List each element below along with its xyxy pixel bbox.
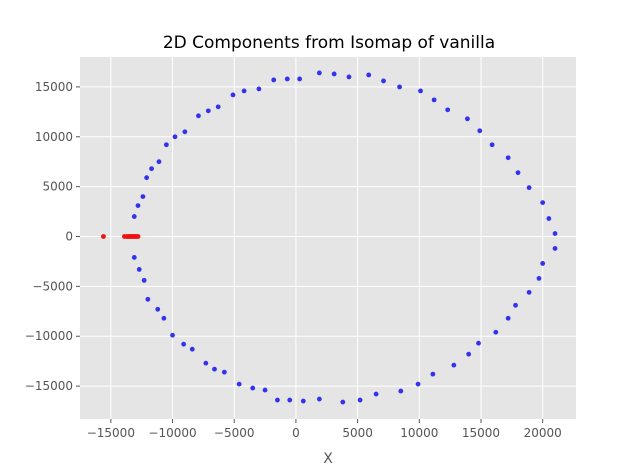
blue-data-point	[465, 116, 470, 122]
x-tick-label: 15000	[462, 426, 500, 440]
blue-data-point	[141, 277, 147, 283]
plot-area	[80, 57, 576, 419]
grid	[80, 57, 576, 419]
y-tick-label: −15000	[25, 379, 73, 393]
blue-data-point	[445, 107, 451, 113]
blue-data-point	[140, 194, 146, 200]
blue-data-point	[451, 362, 457, 368]
x-tick-label: 20000	[524, 426, 562, 440]
y-tick-label: 10000	[35, 130, 73, 144]
blue-data-point	[505, 315, 511, 321]
blue-data-point	[373, 391, 379, 397]
blue-data-point	[131, 214, 137, 219]
blue-data-point	[398, 388, 404, 394]
blue-data-point	[526, 289, 532, 295]
blue-data-point	[131, 255, 137, 260]
y-tick-label: −5000	[32, 279, 73, 293]
blue-data-point	[552, 246, 558, 251]
blue-data-point	[135, 203, 141, 208]
blue-data-point	[262, 387, 268, 393]
blue-data-point	[316, 70, 322, 76]
blue-data-point	[136, 267, 142, 272]
blue-data-point	[366, 72, 372, 78]
blue-data-point	[540, 200, 546, 205]
blue-data-point	[287, 397, 293, 403]
chart-title: 2D Components from Isomap of vanilla	[163, 33, 495, 53]
blue-data-point	[431, 97, 437, 103]
blue-data-point	[149, 166, 154, 172]
tick-labels: −15000 −10000 −5000 0 5000 10000 15000 20000 −15…	[25, 80, 562, 440]
y-tick-label: 0	[65, 230, 73, 244]
x-tick-label: 5000	[342, 426, 373, 440]
x-tick-label: 0	[292, 426, 300, 440]
blue-data-point	[155, 306, 161, 312]
x-axis-label: X	[323, 451, 333, 467]
blue-data-point	[489, 142, 495, 148]
blue-data-point	[430, 371, 436, 377]
blue-data-point	[181, 341, 187, 347]
blue-data-point	[540, 261, 546, 266]
x-tick-label: −5000	[214, 426, 255, 440]
blue-data-point	[163, 142, 169, 148]
blue-data-point	[466, 351, 472, 357]
blue-data-point	[415, 381, 421, 387]
red-data-point	[135, 234, 141, 239]
red-data-point	[101, 234, 106, 239]
y-tick-label: 5000	[42, 180, 73, 194]
blue-data-point	[172, 134, 178, 140]
blue-data-point	[346, 74, 352, 80]
blue-data-point	[515, 170, 521, 176]
blue-data-point	[161, 315, 167, 321]
blue-data-point	[170, 332, 175, 338]
blue-data-point	[381, 78, 386, 84]
y-tick-label: −10000	[25, 329, 73, 343]
blue-data-point	[145, 296, 151, 302]
blue-data-point	[284, 76, 290, 82]
blue-data-point	[241, 88, 247, 94]
blue-data-point	[552, 231, 558, 236]
blue-data-point	[300, 398, 306, 404]
blue-data-point	[316, 396, 322, 402]
blue-data-point	[212, 366, 217, 372]
blue-data-point	[205, 108, 211, 114]
blue-data-point	[546, 216, 552, 221]
data-points	[101, 70, 558, 405]
blue-data-point	[196, 113, 201, 119]
blue-data-point	[331, 71, 337, 77]
blue-data-point	[418, 88, 423, 94]
blue-data-point	[526, 185, 532, 191]
blue-data-point	[340, 399, 346, 405]
blue-data-point	[182, 129, 188, 135]
blue-data-point	[221, 369, 227, 375]
x-tick-label: 10000	[400, 426, 438, 440]
blue-data-point	[203, 360, 209, 366]
blue-data-point	[357, 397, 363, 403]
blue-data-point	[271, 77, 277, 83]
blue-data-point	[505, 155, 511, 161]
blue-data-point	[297, 76, 303, 82]
blue-data-point	[275, 397, 280, 403]
blue-data-point	[397, 84, 402, 90]
x-tick-label: −15000	[87, 426, 135, 440]
blue-data-point	[230, 92, 236, 98]
blue-data-point	[250, 385, 256, 391]
x-tick-label: −10000	[148, 426, 196, 440]
y-tick-label: 15000	[35, 80, 73, 94]
blue-data-point	[536, 275, 542, 281]
blue-data-point	[236, 381, 242, 387]
blue-data-point	[189, 346, 195, 352]
red-data-point	[125, 234, 131, 239]
blue-data-point	[144, 175, 150, 181]
blue-data-point	[477, 128, 483, 134]
blue-data-point	[476, 340, 481, 346]
blue-data-point	[493, 329, 499, 335]
blue-data-point	[256, 86, 262, 92]
blue-data-point	[215, 104, 221, 110]
blue-data-point	[156, 159, 162, 165]
blue-data-point	[513, 302, 518, 308]
